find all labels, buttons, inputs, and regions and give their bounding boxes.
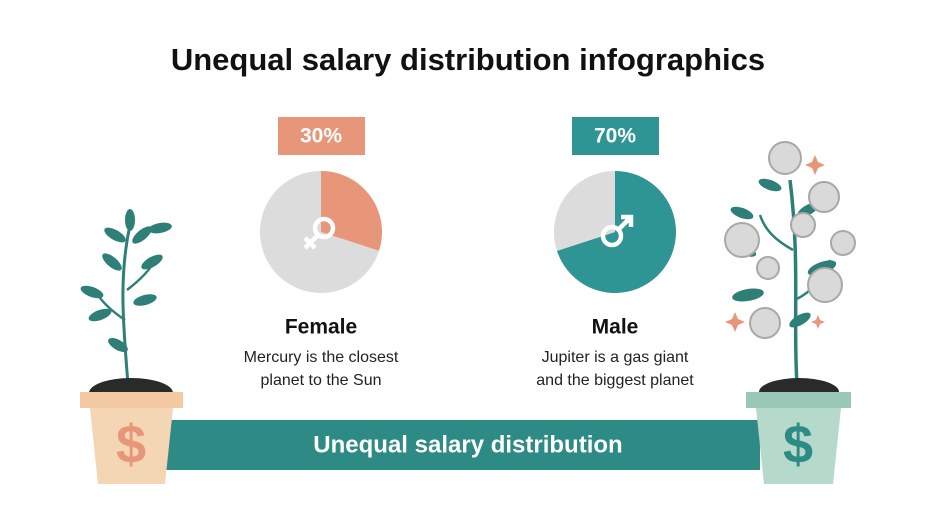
pot <box>90 408 173 484</box>
right-plant <box>724 141 856 386</box>
value-label: 70% <box>594 125 636 148</box>
pie-slice <box>553 170 615 251</box>
title: Unequal salary distribution infographics <box>171 42 765 77</box>
pie-slice <box>259 171 380 294</box>
female-symbol <box>312 216 336 240</box>
pot-rim <box>80 392 183 408</box>
description: planet to the Sun <box>261 372 382 389</box>
category-label: Male <box>592 316 639 339</box>
dollar-icon: $ <box>116 414 146 474</box>
pie-chart: 70% Male Jupiter is a gas giant and the big… <box>536 117 694 389</box>
dollar-icon: $ <box>783 414 813 474</box>
banner-text: Unequal salary distribution <box>313 431 622 458</box>
pot <box>756 408 841 484</box>
category-label: Female <box>285 316 357 339</box>
pie-chart: 30% Female Mercury is the closest planet to… <box>244 117 399 389</box>
male-symbol <box>617 214 634 231</box>
female-symbol <box>303 233 320 250</box>
description: Jupiter is a gas giant <box>542 349 689 366</box>
pie-slice <box>556 171 676 293</box>
description: Mercury is the closest <box>244 349 399 366</box>
value-label-box <box>278 117 365 155</box>
male-symbol <box>600 224 624 248</box>
left-plant <box>80 209 172 386</box>
value-label-box <box>572 117 659 155</box>
pie-slice <box>321 171 382 251</box>
value-label: 30% <box>300 125 342 148</box>
description: and the biggest planet <box>536 372 694 389</box>
banner <box>165 420 760 470</box>
pot-rim <box>746 392 851 408</box>
